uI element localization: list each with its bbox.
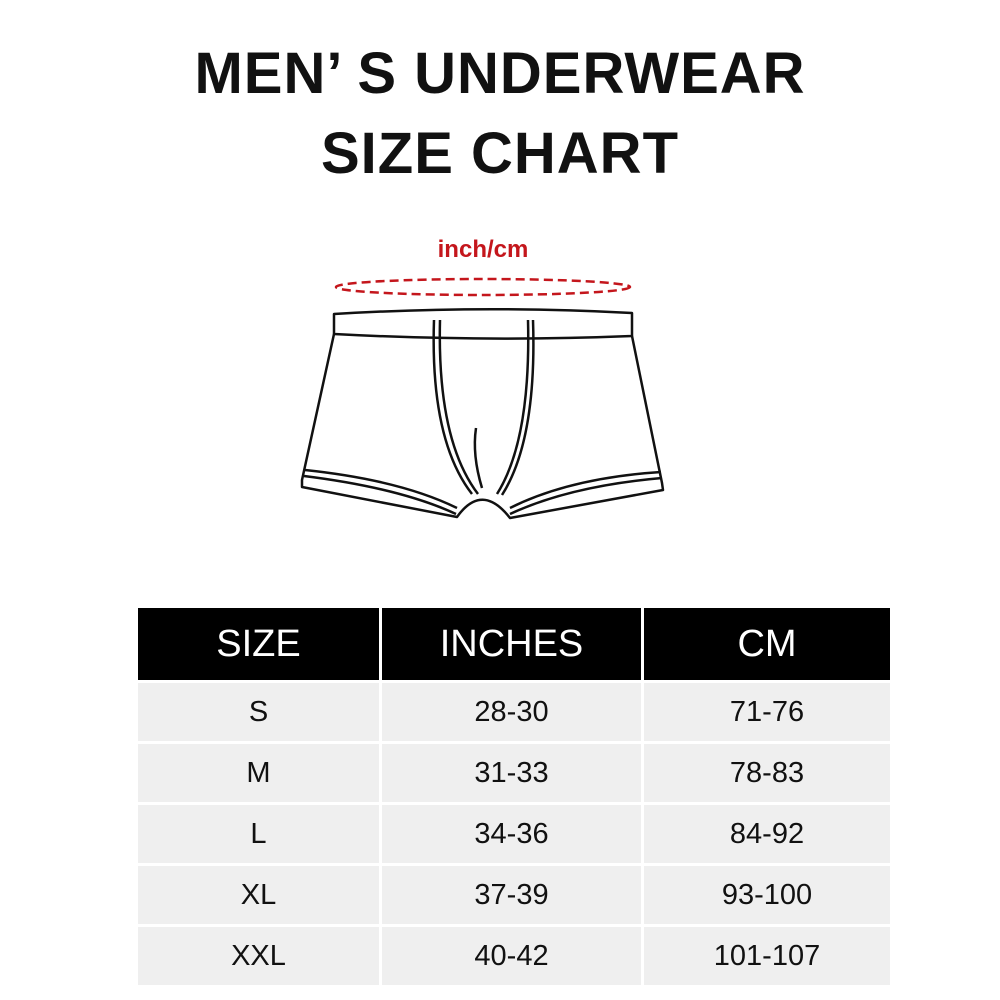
- cell-inches: 40-42: [382, 927, 641, 985]
- table-header-row: SIZE INCHES CM: [138, 608, 890, 680]
- cell-size: M: [138, 744, 379, 802]
- cell-size: L: [138, 805, 379, 863]
- size-table: SIZE INCHES CM S 28-30 71-76 M 31-33 78-…: [135, 605, 893, 988]
- boxer-outline: [300, 307, 665, 520]
- cell-inches: 28-30: [382, 683, 641, 741]
- header-size: SIZE: [138, 608, 379, 680]
- header-inches: INCHES: [382, 608, 641, 680]
- table-row: L 34-36 84-92: [138, 805, 890, 863]
- cell-cm: 71-76: [644, 683, 890, 741]
- unit-label: inch/cm: [437, 236, 529, 263]
- waist-measure-dashed-ellipse: [334, 277, 632, 297]
- title-line-1: MEN’ S UNDERWEAR: [194, 41, 806, 106]
- cell-size: XXL: [138, 927, 379, 985]
- cell-cm: 101-107: [644, 927, 890, 985]
- table-row: S 28-30 71-76: [138, 683, 890, 741]
- header-cm: CM: [644, 608, 890, 680]
- cell-size: XL: [138, 866, 379, 924]
- cell-inches: 31-33: [382, 744, 641, 802]
- table-row: XL 37-39 93-100: [138, 866, 890, 924]
- cell-size: S: [138, 683, 379, 741]
- underwear-illustration: [300, 277, 665, 520]
- cell-inches: 34-36: [382, 805, 641, 863]
- table-row: XXL 40-42 101-107: [138, 927, 890, 985]
- cell-cm: 78-83: [644, 744, 890, 802]
- cell-cm: 84-92: [644, 805, 890, 863]
- cell-inches: 37-39: [382, 866, 641, 924]
- cell-cm: 93-100: [644, 866, 890, 924]
- table-row: M 31-33 78-83: [138, 744, 890, 802]
- title-line-2: SIZE CHART: [321, 121, 679, 186]
